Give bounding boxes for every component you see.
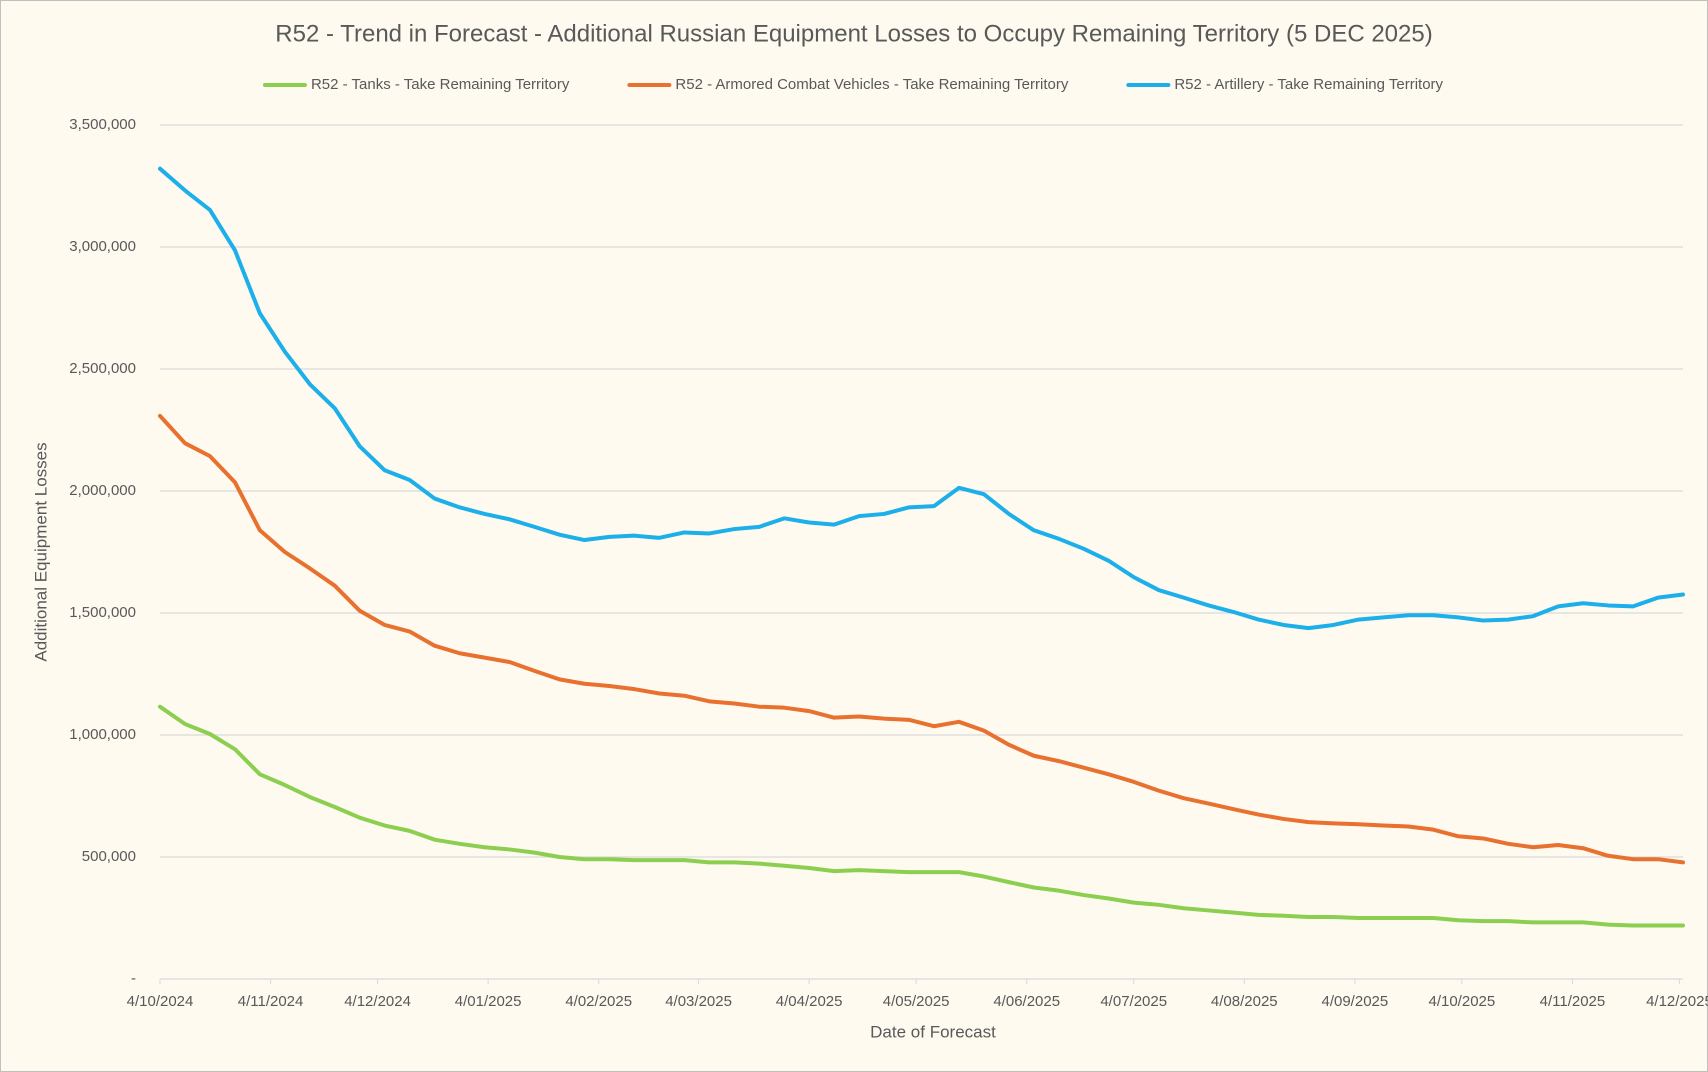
x-tick-label: 4/01/2025 [455, 993, 522, 1010]
x-tick-label: 4/09/2025 [1321, 993, 1388, 1010]
x-tick-label: 4/06/2025 [993, 993, 1060, 1010]
legend-label: R52 - Tanks - Take Remaining Territory [311, 76, 570, 93]
chart-title: R52 - Trend in Forecast - Additional Rus… [275, 20, 1432, 47]
legend-label: R52 - Artillery - Take Remaining Territo… [1174, 76, 1443, 93]
legend-item: R52 - Artillery - Take Remaining Territo… [1126, 76, 1444, 93]
y-tick-label: 3,500,000 [69, 116, 136, 133]
x-tick-label: 4/10/2025 [1428, 993, 1495, 1010]
series-line [158, 704, 1685, 928]
x-tick-label: 4/11/2025 [1540, 993, 1606, 1010]
y-tick-label: 2,000,000 [69, 482, 136, 499]
y-tick-label: 3,000,000 [69, 238, 136, 255]
x-tick-label: 4/12/2024 [344, 993, 411, 1010]
x-tick-label: 4/10/2024 [127, 993, 194, 1010]
series-line [158, 166, 1685, 631]
legend-item: R52 - Armored Combat Vehicles - Take Rem… [627, 76, 1069, 93]
legend-item: R52 - Tanks - Take Remaining Territory [262, 76, 570, 93]
y-axis-title: Additional Equipment Losses [31, 442, 50, 661]
y-tick-label: 1,000,000 [69, 726, 136, 743]
x-tick-label: 4/12/2025 [1646, 993, 1708, 1010]
y-tick-label: 2,500,000 [69, 360, 136, 377]
x-axis-title: Date of Forecast [870, 1022, 996, 1041]
x-tick-label: 4/08/2025 [1211, 993, 1278, 1010]
legend: R52 - Tanks - Take Remaining Territory R5… [262, 76, 1444, 93]
x-tick-label: 4/07/2025 [1100, 993, 1167, 1010]
x-tick-label: 4/11/2024 [238, 993, 304, 1010]
y-tick-label: 1,500,000 [69, 604, 136, 621]
y-tick-label: - [131, 970, 136, 987]
x-tick-label: 4/03/2025 [665, 993, 732, 1010]
x-tick-label: 4/04/2025 [776, 993, 843, 1010]
x-tick-label: 4/05/2025 [883, 993, 950, 1010]
series-line [158, 413, 1685, 865]
y-tick-label: 500,000 [82, 848, 136, 865]
x-tick-label: 4/02/2025 [565, 993, 632, 1010]
legend-label: R52 - Armored Combat Vehicles - Take Rem… [675, 76, 1068, 93]
